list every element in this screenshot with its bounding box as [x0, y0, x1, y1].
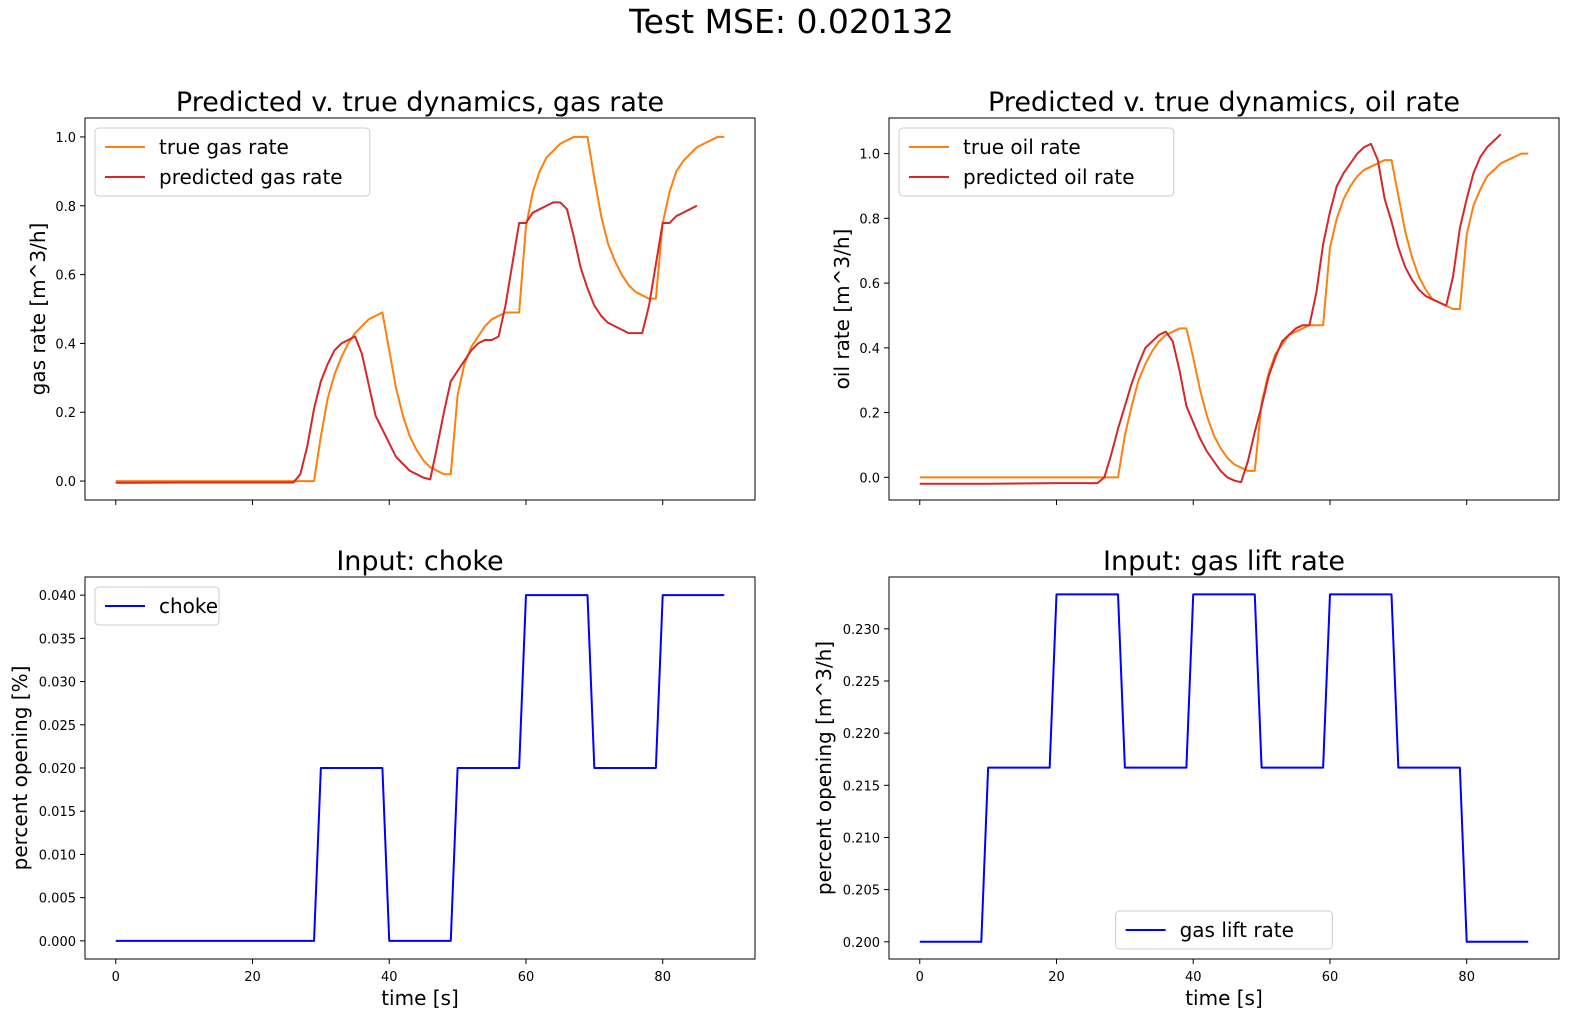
y-tick-label: 0.035 — [39, 632, 76, 647]
figure-title: Test MSE: 0.020132 — [629, 2, 954, 41]
axes-frame — [888, 576, 1560, 960]
y-tick-label: 0.005 — [39, 892, 76, 907]
x-tick-label: 40 — [381, 970, 398, 985]
legend: gas lift rate — [1115, 910, 1333, 950]
legend-label: predicted gas rate — [159, 165, 343, 189]
x-tick-label: 60 — [1322, 970, 1339, 985]
y-tick-label: 0.2 — [55, 406, 76, 421]
legend-box — [94, 586, 220, 626]
x-tick-label: 80 — [654, 970, 671, 985]
series-line-true-gas-rate — [115, 135, 725, 483]
subplot-title: Input: gas lift rate — [1103, 546, 1345, 577]
y-axis-label: percent opening [m^3/h] — [812, 641, 836, 895]
y-tick-label: 0.210 — [843, 831, 880, 846]
legend-label: predicted oil rate — [963, 165, 1135, 189]
legend-box — [94, 127, 371, 197]
y-tick-label: 0.6 — [55, 269, 76, 284]
y-tick-label: 0.8 — [55, 200, 76, 215]
y-tick-label: 0.030 — [39, 676, 76, 691]
subplot-gas-lift: Input: gas lift rate 0 20 40 60 80 0.200 0.205 0… — [812, 546, 1560, 1010]
series-line-true-oil-rate — [919, 152, 1529, 479]
legend: true gas rate predicted gas rate — [94, 127, 371, 197]
y-tick-label: 0.0 — [55, 475, 76, 490]
y-tick-label: 0.225 — [843, 675, 880, 690]
y-tick-label: 0.010 — [39, 848, 76, 863]
y-axis-label: oil rate [m^3/h] — [830, 229, 854, 390]
x-tick-label: 60 — [518, 970, 535, 985]
subplot-choke: Input: choke 0 20 40 60 80 0.000 0.005 0.010 0.01… — [8, 546, 756, 1010]
legend-label: true gas rate — [159, 135, 289, 159]
x-tick-label: 0 — [112, 970, 120, 985]
legend-label: true oil rate — [963, 135, 1081, 159]
subplot-oil-rate: Predicted v. true dynamics, oil rate 0.0 0… — [830, 87, 1560, 505]
series-line-choke — [115, 594, 725, 942]
series-line-predicted-oil-rate — [919, 133, 1502, 485]
y-tick-label: 0.025 — [39, 719, 76, 734]
y-tick-label: 0.2 — [859, 407, 880, 422]
x-tick-label: 20 — [1048, 970, 1065, 985]
x-tick-label: 40 — [1185, 970, 1202, 985]
legend-box — [898, 127, 1175, 197]
y-tick-label: 0.205 — [843, 884, 880, 899]
x-axis-label: time [s] — [1185, 986, 1263, 1010]
series-line-gas-lift-rate — [919, 593, 1529, 943]
series-line-predicted-gas-rate — [115, 201, 698, 484]
y-tick-label: 0.220 — [843, 727, 880, 742]
x-tick-label: 0 — [916, 970, 924, 985]
legend: true oil rate predicted oil rate — [898, 127, 1175, 197]
subplot-title: Predicted v. true dynamics, oil rate — [988, 87, 1460, 118]
y-tick-label: 0.0 — [859, 471, 880, 486]
axes-frame — [888, 117, 1560, 501]
y-tick-label: 0.015 — [39, 805, 76, 820]
y-tick-label: 1.0 — [55, 131, 76, 146]
y-axis-label: gas rate [m^3/h] — [26, 223, 50, 396]
y-tick-label: 0.200 — [843, 936, 880, 951]
y-tick-label: 0.8 — [859, 212, 880, 227]
legend-box — [1115, 910, 1333, 950]
x-axis-label: time [s] — [381, 986, 459, 1010]
y-tick-label: 0.040 — [39, 589, 76, 604]
subplot-title: Input: choke — [336, 546, 503, 577]
subplot-gas-rate: Predicted v. true dynamics, gas rate 0.0 0… — [26, 87, 756, 505]
x-tick-label: 20 — [244, 970, 261, 985]
legend-label: gas lift rate — [1180, 918, 1294, 942]
legend-label: choke — [159, 594, 218, 618]
y-tick-label: 0.6 — [859, 277, 880, 292]
x-tick-label: 80 — [1458, 970, 1475, 985]
axes-frame — [84, 117, 756, 501]
y-tick-label: 0.020 — [39, 762, 76, 777]
y-tick-label: 1.0 — [859, 148, 880, 163]
subplot-title: Predicted v. true dynamics, gas rate — [176, 87, 664, 118]
y-tick-label: 0.215 — [843, 779, 880, 794]
y-tick-label: 0.4 — [859, 342, 880, 357]
y-tick-label: 0.4 — [55, 337, 76, 352]
legend: choke — [94, 586, 220, 626]
y-tick-label: 0.230 — [843, 623, 880, 638]
y-tick-label: 0.000 — [39, 935, 76, 950]
y-axis-label: percent opening [%] — [8, 666, 32, 871]
